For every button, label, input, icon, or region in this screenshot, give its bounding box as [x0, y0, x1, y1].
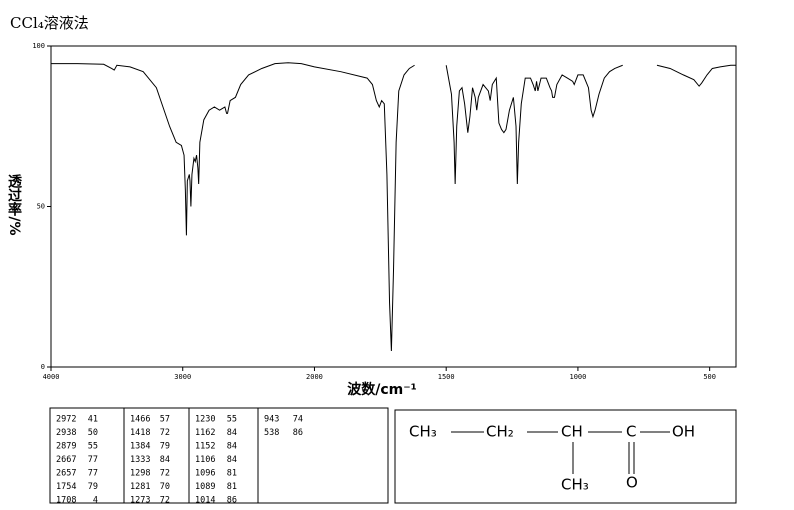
peak-wavenumber: 1106 [195, 455, 215, 465]
peak-transmittance: 86 [293, 428, 303, 438]
peak-transmittance: 77 [88, 469, 98, 479]
peak-transmittance: 57 [160, 415, 170, 425]
peak-transmittance: 84 [160, 455, 170, 465]
peak-transmittance: 77 [88, 455, 98, 465]
peak-transmittance: 4 [93, 496, 98, 506]
peak-wavenumber: 1230 [195, 415, 215, 425]
peak-wavenumber: 1152 [195, 442, 215, 452]
y-axis-label: 透过率/% [6, 174, 22, 235]
y-tick-label: 100 [32, 42, 45, 50]
peak-wavenumber: 1754 [56, 482, 76, 492]
peak-transmittance: 72 [160, 469, 170, 479]
peak-wavenumber: 1089 [195, 482, 215, 492]
structure-group: CH₂ [486, 423, 514, 441]
peak-wavenumber: 1333 [130, 455, 150, 465]
peak-wavenumber: 1273 [130, 496, 150, 506]
peak-wavenumber: 2667 [56, 455, 76, 465]
y-tick-label: 0 [41, 363, 45, 371]
peak-wavenumber: 1014 [195, 496, 215, 506]
peak-wavenumber: 2879 [56, 442, 76, 452]
structure-group: CH₃ [409, 423, 437, 441]
peak-transmittance: 86 [227, 496, 237, 506]
structure-group: C [626, 423, 636, 441]
peak-transmittance: 72 [160, 428, 170, 438]
plot-frame [50, 45, 737, 368]
peak-wavenumber: 1418 [130, 428, 150, 438]
peak-table-frame [49, 407, 389, 504]
x-axis-label: 波数/cm⁻¹ [347, 381, 417, 398]
chart-title: CCl₄溶液法 [10, 14, 89, 32]
structure-bonds [451, 431, 670, 474]
peak-wavenumber: 2938 [56, 428, 76, 438]
structure-group: OH [672, 423, 695, 441]
peak-transmittance: 79 [88, 482, 98, 492]
peak-wavenumber: 1298 [130, 469, 150, 479]
peak-transmittance: 84 [227, 442, 237, 452]
peak-transmittance: 70 [160, 482, 170, 492]
peak-wavenumber: 2657 [56, 469, 76, 479]
x-tick-label: 1000 [569, 373, 586, 381]
peak-transmittance: 55 [227, 415, 237, 425]
peak-wavenumber: 1466 [130, 415, 150, 425]
peak-transmittance: 79 [160, 442, 170, 452]
peak-wavenumber: 1162 [195, 428, 215, 438]
x-tick-label: 500 [703, 373, 716, 381]
peak-transmittance: 74 [293, 415, 303, 425]
peak-transmittance: 81 [227, 482, 237, 492]
peak-wavenumber: 1096 [195, 469, 215, 479]
y-tick-label: 50 [37, 203, 45, 211]
x-tick-label: 2000 [306, 373, 323, 381]
peak-transmittance: 72 [160, 496, 170, 506]
peak-wavenumber: 1708 [56, 496, 76, 506]
peak-transmittance: 41 [88, 415, 98, 425]
peak-transmittance: 84 [227, 455, 237, 465]
peak-wavenumber: 538 [264, 428, 279, 438]
structure-group: CH [561, 423, 583, 441]
structure-branch: CH₃ [561, 476, 589, 494]
peak-transmittance: 55 [88, 442, 98, 452]
peak-transmittance: 84 [227, 428, 237, 438]
peak-wavenumber: 943 [264, 415, 279, 425]
spectrum-line [51, 62, 736, 351]
peak-transmittance: 81 [227, 469, 237, 479]
x-tick-label: 4000 [43, 373, 60, 381]
peak-wavenumber: 1384 [130, 442, 150, 452]
x-tick-label: 1500 [438, 373, 455, 381]
x-tick-label: 3000 [174, 373, 191, 381]
structure-carbonyl: O [626, 474, 638, 492]
structure-frame [394, 409, 737, 504]
peak-transmittance: 50 [88, 428, 98, 438]
peak-wavenumber: 1281 [130, 482, 150, 492]
peak-wavenumber: 2972 [56, 415, 76, 425]
